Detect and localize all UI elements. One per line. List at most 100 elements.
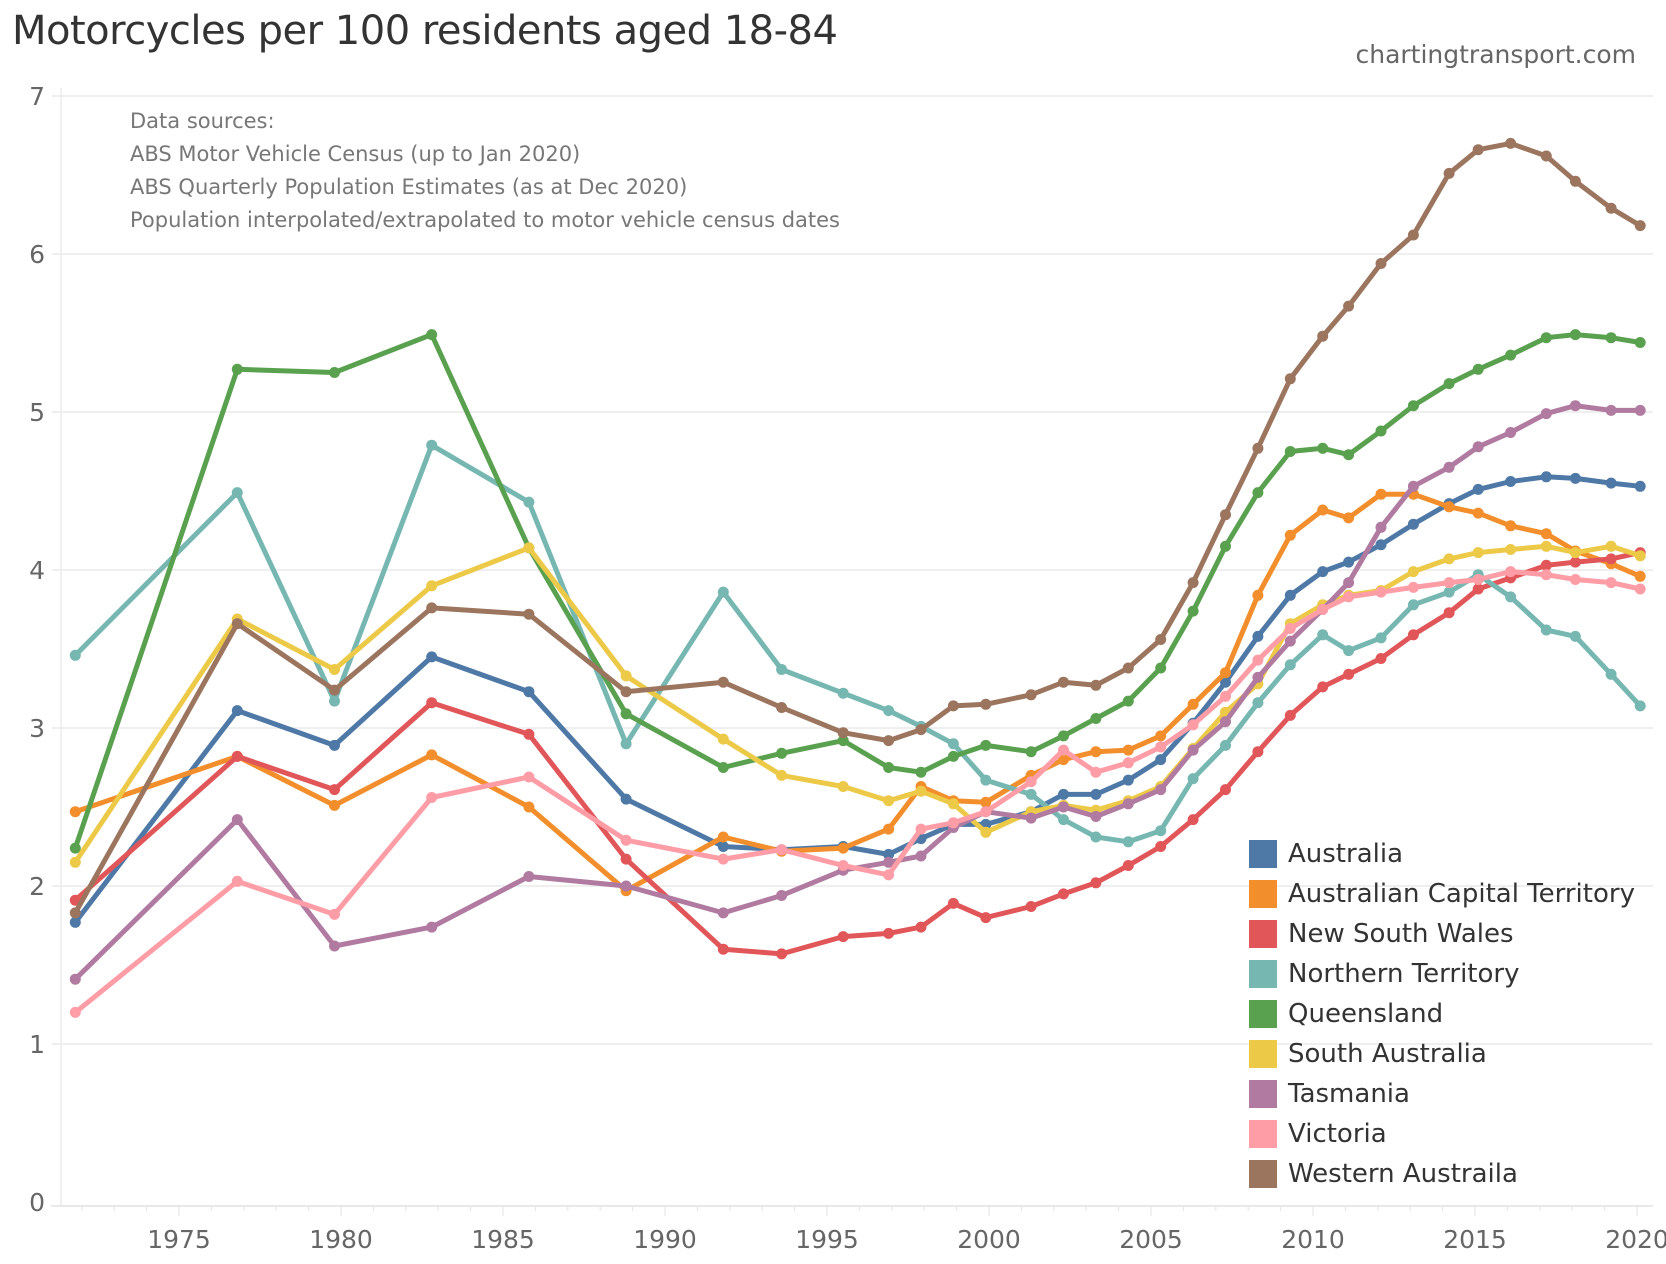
data-point[interactable] [1407, 566, 1419, 578]
legend-item[interactable]: Victoria [1249, 1114, 1635, 1154]
data-point[interactable] [1540, 408, 1552, 420]
data-point[interactable] [1540, 471, 1552, 483]
data-point[interactable] [1343, 577, 1355, 589]
data-point[interactable] [1155, 754, 1167, 766]
data-point[interactable] [329, 739, 340, 751]
data-point[interactable] [1505, 591, 1517, 603]
data-point[interactable] [1025, 689, 1037, 701]
data-point[interactable] [1252, 746, 1264, 758]
data-point[interactable] [1284, 589, 1296, 601]
data-point[interactable] [1505, 427, 1517, 438]
data-point[interactable] [1343, 591, 1355, 603]
data-point[interactable] [1025, 776, 1037, 788]
data-point[interactable] [1472, 363, 1484, 375]
data-point[interactable] [1605, 477, 1617, 489]
data-point[interactable] [717, 676, 729, 688]
data-point[interactable] [1407, 480, 1419, 492]
data-point[interactable] [1343, 645, 1355, 657]
data-point[interactable] [1252, 589, 1264, 601]
data-point[interactable] [1122, 798, 1134, 810]
data-point[interactable] [1090, 713, 1102, 724]
data-point[interactable] [1252, 671, 1264, 683]
data-point[interactable] [231, 487, 243, 499]
data-point[interactable] [69, 1006, 81, 1018]
legend-item[interactable]: South Australia [1249, 1034, 1635, 1074]
data-point[interactable] [1343, 300, 1355, 312]
data-point[interactable] [1407, 400, 1419, 412]
data-point[interactable] [1220, 784, 1231, 796]
data-point[interactable] [1343, 512, 1355, 524]
data-point[interactable] [1090, 831, 1102, 843]
data-point[interactable] [1122, 860, 1134, 871]
data-point[interactable] [1284, 659, 1296, 671]
data-point[interactable] [1025, 746, 1037, 758]
data-point[interactable] [883, 795, 895, 807]
data-point[interactable] [717, 907, 729, 919]
data-point[interactable] [947, 700, 959, 712]
data-point[interactable] [1155, 662, 1167, 674]
data-point[interactable] [329, 664, 340, 675]
data-point[interactable] [1407, 599, 1419, 611]
data-point[interactable] [1317, 681, 1329, 693]
series-line[interactable] [72, 543, 1643, 865]
data-point[interactable] [1187, 698, 1199, 710]
data-point[interactable] [1505, 349, 1517, 361]
data-point[interactable] [426, 329, 438, 341]
data-point[interactable] [329, 695, 340, 707]
data-point[interactable] [1090, 788, 1102, 800]
data-point[interactable] [523, 801, 535, 813]
data-point[interactable] [1540, 569, 1552, 581]
data-point[interactable] [1375, 586, 1387, 598]
data-point[interactable] [1122, 744, 1134, 756]
data-point[interactable] [980, 774, 992, 786]
data-point[interactable] [1605, 404, 1617, 416]
data-point[interactable] [1407, 581, 1419, 593]
data-point[interactable] [776, 948, 788, 960]
data-point[interactable] [1155, 841, 1167, 852]
data-point[interactable] [231, 363, 243, 375]
data-point[interactable] [776, 844, 788, 856]
data-point[interactable] [329, 799, 340, 811]
data-point[interactable] [620, 853, 632, 865]
data-point[interactable] [523, 771, 535, 783]
data-point[interactable] [1505, 544, 1517, 555]
data-point[interactable] [329, 908, 340, 920]
data-point[interactable] [1317, 442, 1329, 454]
data-point[interactable] [1284, 635, 1296, 647]
data-point[interactable] [1284, 529, 1296, 541]
data-point[interactable] [1375, 653, 1387, 664]
data-point[interactable] [620, 708, 632, 720]
data-point[interactable] [1472, 483, 1484, 495]
data-point[interactable] [69, 907, 81, 919]
data-point[interactable] [426, 749, 438, 761]
data-point[interactable] [1343, 668, 1355, 680]
data-point[interactable] [1634, 480, 1646, 492]
data-point[interactable] [1569, 400, 1581, 412]
data-point[interactable] [1569, 329, 1581, 341]
data-point[interactable] [1155, 825, 1167, 837]
data-point[interactable] [980, 796, 992, 808]
data-point[interactable] [947, 750, 959, 762]
data-point[interactable] [426, 697, 438, 709]
data-point[interactable] [1407, 229, 1419, 241]
data-point[interactable] [883, 705, 895, 717]
data-point[interactable] [1284, 709, 1296, 721]
data-point[interactable] [1443, 553, 1455, 565]
data-point[interactable] [1284, 446, 1296, 457]
legend-item[interactable]: Tasmania [1249, 1074, 1635, 1114]
data-point[interactable] [1343, 449, 1355, 461]
data-point[interactable] [1540, 540, 1552, 552]
data-point[interactable] [1058, 814, 1069, 826]
data-point[interactable] [980, 806, 992, 818]
data-point[interactable] [776, 769, 788, 781]
data-point[interactable] [1025, 901, 1037, 912]
data-point[interactable] [980, 698, 992, 710]
data-point[interactable] [1284, 623, 1296, 634]
data-point[interactable] [776, 747, 788, 759]
data-point[interactable] [883, 762, 895, 773]
data-point[interactable] [620, 834, 632, 846]
data-point[interactable] [69, 916, 81, 928]
data-point[interactable] [837, 931, 849, 943]
data-point[interactable] [947, 738, 959, 750]
data-point[interactable] [523, 542, 535, 554]
